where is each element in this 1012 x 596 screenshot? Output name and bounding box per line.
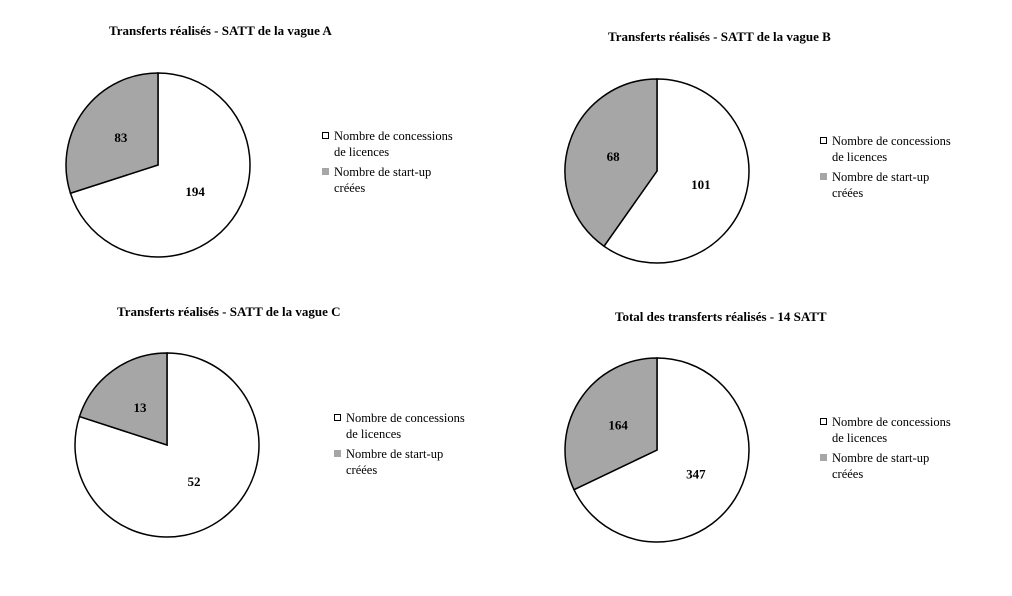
legend-swatch-white	[322, 132, 329, 139]
legend-label: Nombre de concessions	[334, 129, 453, 143]
legend-label: de licences	[346, 427, 402, 441]
pie-chart-vague-b: Transferts réalisés - SATT de la vague B…	[506, 0, 1012, 298]
data-label: 194	[185, 184, 205, 199]
legend-label: créées	[832, 467, 864, 481]
pie-chart-total: Total des transferts réalisés - 14 SATT …	[506, 298, 1012, 596]
legend-item-licences: Nombre de concessions de licences	[334, 410, 509, 442]
pie-slice-startup	[564, 357, 658, 491]
legend-swatch-white	[820, 418, 827, 425]
legend-label: créées	[832, 186, 864, 200]
chart-title: Transferts réalisés - SATT de la vague A	[109, 23, 332, 38]
legend-swatch-gray	[820, 173, 827, 180]
legend-label: créées	[346, 463, 378, 477]
legend: Nombre de concessions de licences Nombre…	[334, 410, 509, 482]
pie-svg: 101 68	[564, 78, 750, 264]
legend: Nombre de concessions de licences Nombre…	[820, 133, 995, 205]
pie-svg: 347 164	[564, 357, 750, 543]
pie-chart-vague-c: Transferts réalisés - SATT de la vague C…	[0, 298, 506, 596]
data-label: 347	[686, 467, 706, 482]
pie-slice-startup	[564, 78, 658, 248]
data-label: 101	[691, 177, 711, 192]
chart-title: Total des transferts réalisés - 14 SATT	[615, 309, 827, 324]
legend: Nombre de concessions de licences Nombre…	[322, 128, 497, 200]
data-label: 52	[188, 474, 201, 489]
legend-label: de licences	[832, 150, 888, 164]
legend: Nombre de concessions de licences Nombre…	[820, 414, 995, 486]
legend-swatch-white	[820, 137, 827, 144]
data-label: 164	[608, 417, 628, 432]
legend-swatch-gray	[322, 168, 329, 175]
legend-label: Nombre de start-up	[346, 447, 444, 461]
data-label: 83	[114, 130, 128, 145]
legend-swatch-gray	[820, 454, 827, 461]
legend-label: créées	[334, 181, 366, 195]
data-label: 13	[133, 400, 147, 415]
legend-label: Nombre de concessions	[346, 411, 465, 425]
pie-slice-startup	[65, 72, 159, 195]
legend-label: Nombre de start-up	[832, 170, 930, 184]
legend-swatch-gray	[334, 450, 341, 457]
legend-label: Nombre de start-up	[832, 451, 930, 465]
pie-svg: 52 13	[74, 352, 260, 538]
legend-label: de licences	[334, 145, 390, 159]
legend-item-licences: Nombre de concessions de licences	[820, 133, 995, 165]
legend-item-licences: Nombre de concessions de licences	[322, 128, 497, 160]
pie-slice-licences	[602, 78, 750, 264]
data-label: 68	[607, 149, 621, 164]
chart-title: Transferts réalisés - SATT de la vague B	[608, 29, 831, 44]
legend-swatch-white	[334, 414, 341, 421]
legend-item-startup: Nombre de start-up créées	[322, 164, 497, 196]
pie-slice-startup	[78, 352, 168, 447]
legend-item-licences: Nombre de concessions de licences	[820, 414, 995, 446]
pie-svg: 194 83	[65, 72, 251, 258]
legend-item-startup: Nombre de start-up créées	[820, 450, 995, 482]
pie-chart-vague-a: Transferts réalisés - SATT de la vague A…	[0, 0, 506, 298]
pie-slice-licences	[69, 72, 251, 258]
chart-title: Transferts réalisés - SATT de la vague C	[117, 304, 341, 319]
pie-slice-licences	[572, 357, 750, 543]
legend-label: Nombre de start-up	[334, 165, 432, 179]
legend-label: Nombre de concessions	[832, 134, 951, 148]
legend-item-startup: Nombre de start-up créées	[334, 446, 509, 478]
legend-label: de licences	[832, 431, 888, 445]
legend-label: Nombre de concessions	[832, 415, 951, 429]
legend-item-startup: Nombre de start-up créées	[820, 169, 995, 201]
